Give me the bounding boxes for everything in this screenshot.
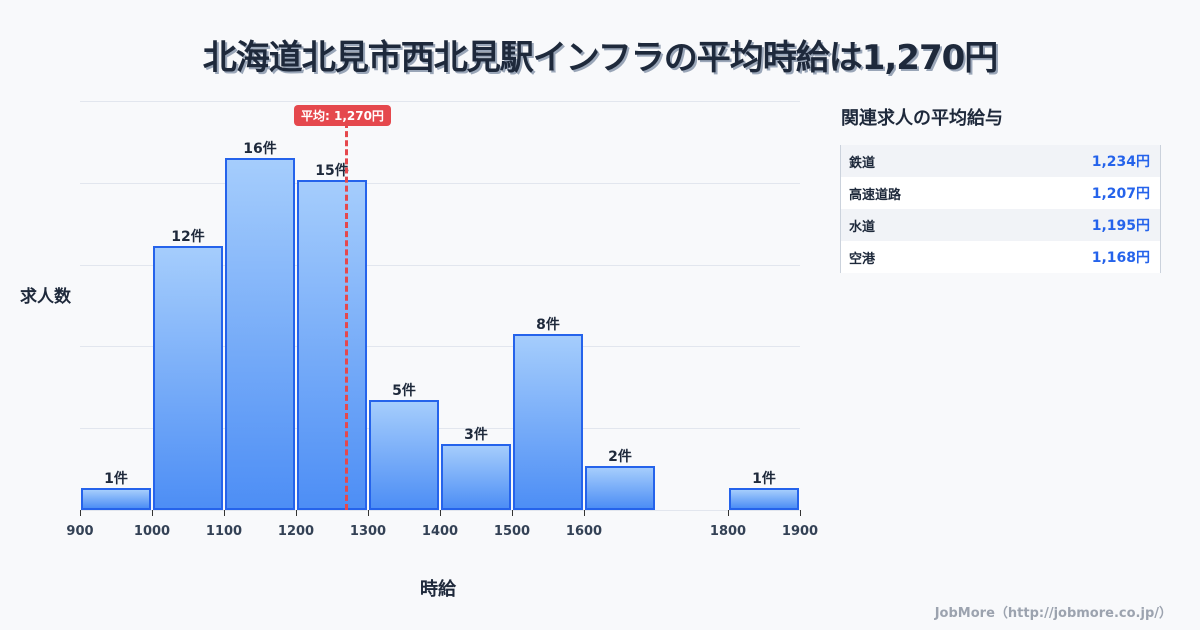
x-tick [224, 510, 225, 516]
x-tick [152, 510, 153, 516]
page-title: 北海道北見市西北見駅インフラの平均時給は1,270円 [202, 38, 999, 78]
histogram-bar [513, 334, 583, 510]
x-tick-label: 1600 [565, 524, 603, 539]
gridline [80, 101, 800, 102]
x-tick-label: 1000 [133, 524, 171, 539]
histogram-bar [441, 444, 511, 510]
x-tick-label: 1400 [421, 524, 459, 539]
x-tick-label: 1200 [277, 524, 315, 539]
job-salary: 1,195円 [1091, 218, 1150, 234]
x-tick [800, 510, 801, 516]
salary-row: 高速道路 1,207円 [841, 177, 1160, 209]
job-salary: 1,207円 [1091, 186, 1150, 202]
job-name: 鉄道 [849, 155, 876, 171]
x-tick [728, 510, 729, 516]
histogram-bar [153, 246, 223, 510]
histogram-bar [297, 180, 367, 510]
x-tick-label: 1900 [781, 524, 819, 539]
bar-count-label: 3件 [464, 427, 488, 444]
related-salary-title: 関連求人の平均給与 [841, 108, 1003, 129]
y-axis-label: 求人数 [20, 287, 71, 307]
bar-count-label: 8件 [536, 317, 560, 334]
x-tick [80, 510, 81, 516]
bar-count-label: 5件 [392, 383, 416, 400]
x-tick [296, 510, 297, 516]
histogram-bar [729, 488, 799, 510]
histogram-bar [81, 488, 151, 510]
histogram-bar [369, 400, 439, 510]
bar-count-label: 15件 [315, 163, 349, 180]
gridline [80, 264, 800, 266]
bar-count-label: 16件 [243, 141, 277, 158]
related-salary-table: 鉄道 1,234円 高速道路 1,207円 水道 1,195円 空港 1,168… [840, 145, 1161, 273]
average-badge: 平均: 1,270円 [294, 105, 391, 126]
job-name: 空港 [849, 251, 876, 267]
x-tick-label: 1800 [709, 524, 747, 539]
x-tick [512, 510, 513, 516]
x-tick-label: 1300 [349, 524, 387, 539]
job-salary: 1,234円 [1091, 154, 1150, 170]
histogram-chart: 1件 12件 16件 15件 5件 3件 8件 2件 1件 900 1000 1100 1200 130… [20, 101, 819, 600]
x-tick-label: 1100 [205, 524, 243, 539]
histogram-bar [225, 158, 295, 510]
salary-row: 水道 1,195円 [841, 209, 1160, 241]
job-salary: 1,168円 [1091, 250, 1150, 266]
x-tick-label: 900 [66, 524, 94, 539]
x-tick [368, 510, 369, 516]
x-axis-label: 時給 [420, 579, 456, 600]
bar-count-label: 1件 [752, 471, 776, 487]
bar-count-label: 1件 [104, 471, 128, 487]
salary-row: 鉄道 1,234円 [841, 145, 1160, 177]
gridline [80, 182, 800, 184]
bar-count-label: 12件 [171, 229, 205, 246]
histogram-bar [585, 466, 655, 510]
salary-row: 空港 1,168円 [841, 241, 1160, 273]
job-name: 水道 [849, 219, 876, 235]
x-tick [440, 510, 441, 516]
x-tick [584, 510, 585, 516]
average-line [345, 122, 349, 510]
bar-count-label: 2件 [608, 449, 632, 466]
footer-credit: JobMore（http://jobmore.co.jp/） [934, 606, 1172, 621]
gridline [80, 346, 800, 348]
x-tick-label: 1500 [493, 524, 531, 539]
gridline [80, 428, 800, 430]
job-name: 高速道路 [849, 187, 902, 203]
